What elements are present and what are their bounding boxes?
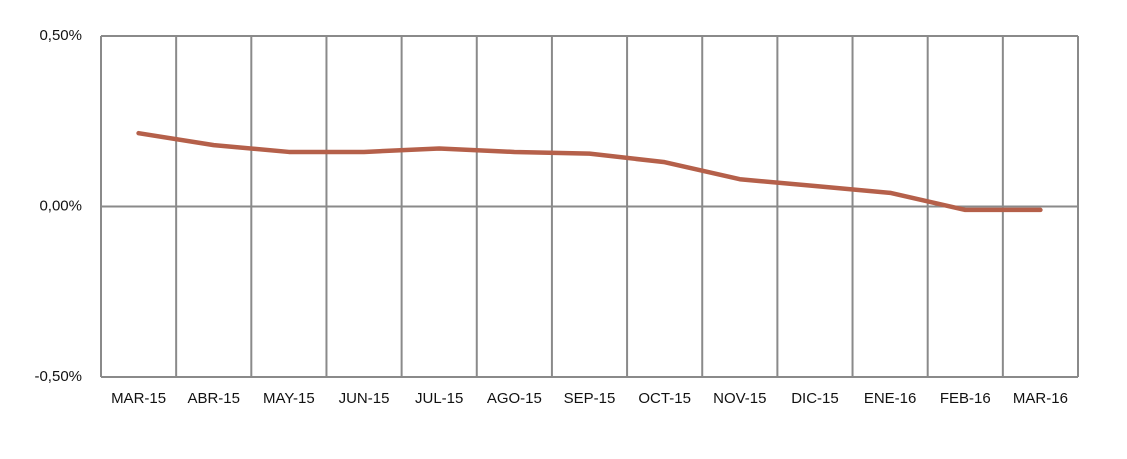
y-tick-label: -0,50% (34, 368, 82, 385)
x-tick-label: MAR-16 (1013, 390, 1068, 407)
x-tick-label: OCT-15 (638, 390, 691, 407)
data-line (136, 130, 1043, 213)
x-tick-label: FEB-16 (940, 390, 991, 407)
x-tick-label: ENE-16 (864, 390, 917, 407)
y-tick-label: 0,00% (39, 197, 82, 214)
x-tick-label: DIC-15 (791, 390, 839, 407)
x-tick-label: NOV-15 (713, 390, 766, 407)
x-tick-label: SEP-15 (564, 390, 616, 407)
x-tick-label: AGO-15 (487, 390, 542, 407)
x-tick-label: JUN-15 (339, 390, 390, 407)
y-tick-label: 0,50% (39, 27, 82, 44)
x-tick-label: ABR-15 (187, 390, 240, 407)
x-tick-label: JUL-15 (415, 390, 463, 407)
x-tick-label: MAR-15 (111, 390, 166, 407)
x-tick-label: MAY-15 (263, 390, 315, 407)
